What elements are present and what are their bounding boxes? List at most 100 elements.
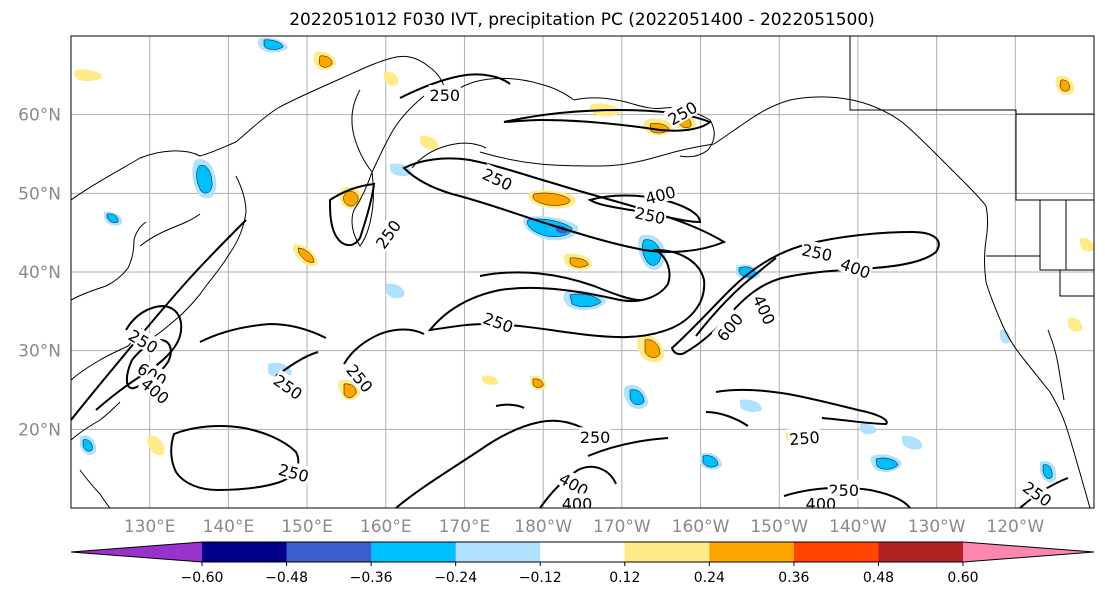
negative-anomaly-patch	[702, 455, 719, 468]
contour-label-background	[480, 307, 517, 336]
colorbar: −0.60 −0.48 −0.36 −0.24 −0.12 0.12 0.24 0.36 0.4…	[70, 541, 1095, 586]
contour-label: 250	[428, 85, 461, 105]
positive-anomaly-patch	[1080, 237, 1094, 252]
colorbar-box	[371, 542, 457, 562]
latitude-label: 30°N	[18, 342, 61, 362]
negative-anomaly-patch	[196, 165, 213, 194]
colorbar-box	[540, 542, 626, 562]
colorbar-tick-label: −0.48	[265, 570, 308, 586]
contour-label: 250	[632, 202, 668, 228]
colorbar-tick-label: −0.60	[181, 570, 224, 586]
colorbar-tick-label: 0.36	[778, 570, 809, 586]
contour-label-text: 400	[806, 494, 837, 513]
negative-anomaly-patch	[875, 457, 899, 470]
colorbar-box	[624, 542, 710, 562]
contour-label-background	[276, 458, 312, 485]
precipitation-shading	[73, 37, 1094, 483]
negative-anomaly-patch	[740, 399, 762, 413]
contour-label-background	[750, 291, 781, 328]
longitude-label: 150°W	[750, 517, 808, 537]
contour-label-background	[479, 163, 517, 194]
positive-anomaly-patch	[297, 247, 315, 263]
latitude-label: 60°N	[18, 106, 61, 126]
longitude-label: 170°W	[593, 517, 651, 537]
colorbar-extend-high	[963, 542, 1094, 562]
contour-label-background	[787, 426, 822, 448]
contour-label-background	[125, 324, 163, 357]
negative-anomaly-patch	[386, 283, 405, 299]
contour-label-background	[579, 427, 612, 446]
longitude-label: 130°W	[908, 517, 966, 537]
contour-label-text: 250	[430, 86, 461, 105]
negative-anomaly-patch	[902, 435, 923, 450]
colorbar-tick-label: −0.24	[434, 570, 477, 586]
colorbar-box	[709, 542, 795, 562]
longitude-label: 140°E	[203, 517, 255, 537]
contour-label: 250	[787, 426, 822, 450]
map-frame	[70, 35, 1095, 509]
negative-anomaly-patch	[82, 439, 93, 452]
negative-anomaly-patch	[860, 423, 877, 435]
contour-label-background	[370, 215, 404, 252]
positive-anomaly-patch	[384, 71, 399, 86]
longitude-label: 140°W	[829, 517, 887, 537]
longitude-label: 120°W	[986, 517, 1044, 537]
colorbar-box	[202, 542, 288, 562]
contour-label-background	[799, 239, 835, 264]
positive-anomaly-patch	[318, 55, 333, 68]
colorbar-tick-label: −0.36	[350, 570, 393, 586]
latitude-label: 40°N	[18, 263, 61, 283]
colorbar-box	[286, 542, 372, 562]
latitude-tick-labels: 60°N 50°N 40°N 30°N 20°N	[18, 106, 61, 441]
positive-anomaly-patch	[1059, 79, 1070, 92]
contour-label-background	[711, 308, 747, 345]
contour-label: 400	[804, 493, 837, 513]
contour-label-background	[1019, 476, 1057, 508]
contour-label-background	[137, 372, 174, 408]
latitude-label: 50°N	[18, 184, 61, 204]
contour-label-background	[663, 96, 701, 129]
negative-anomaly-patch	[263, 39, 284, 50]
colorbar-tick-labels: −0.60 −0.48 −0.36 −0.24 −0.12 0.12 0.24 0.36 0.4…	[181, 562, 979, 586]
latitude-label: 20°N	[18, 420, 61, 440]
colorbar-tick-label: 0.12	[609, 570, 640, 586]
longitude-label: 170°E	[439, 517, 491, 537]
contour-label: 250	[579, 427, 612, 447]
negative-anomaly-patch	[106, 213, 119, 223]
political-borders	[849, 36, 1094, 297]
positive-anomaly-patch	[644, 339, 661, 358]
longitude-tick-labels: 130°E 140°E 150°E 160°E 170°E 180°W 170°W 160°W…	[124, 517, 1045, 537]
ivt-contours	[71, 73, 1069, 508]
positive-anomaly-patch	[532, 378, 544, 388]
contour-label: 250	[799, 239, 835, 265]
colorbar-tick-label: 0.24	[694, 570, 725, 586]
positive-anomaly-patch	[420, 135, 439, 150]
longitude-label: 150°E	[281, 517, 333, 537]
contour-label-background	[560, 493, 593, 508]
colorbar-tick-label: −0.12	[519, 570, 562, 586]
colorbar-box	[878, 542, 964, 562]
contour-label-background	[270, 369, 308, 403]
positive-anomaly-patch	[1068, 317, 1083, 332]
contour-label-text: 250	[788, 428, 820, 450]
positive-anomaly-patch	[343, 383, 357, 398]
colorbar-tick-label: 0.60	[947, 570, 978, 586]
longitude-label: 160°E	[360, 517, 412, 537]
negative-anomaly-patch	[569, 293, 602, 307]
negative-anomaly-patch	[1042, 464, 1053, 479]
figure-title: 2022051012 F030 IVT, precipitation PC (2…	[289, 10, 875, 30]
contour-label-background	[632, 202, 668, 227]
colorbar-segments	[70, 541, 1095, 563]
contour-label-background	[837, 253, 875, 282]
positive-anomaly-patch	[532, 192, 571, 206]
longitude-label: 180°W	[514, 517, 572, 537]
colorbar-box	[455, 542, 541, 562]
contour-label-text: 250	[580, 428, 611, 447]
coastlines	[71, 55, 1091, 508]
colorbar-box	[793, 542, 879, 562]
contour-label-background	[555, 467, 593, 500]
contour-label-background	[804, 493, 837, 508]
